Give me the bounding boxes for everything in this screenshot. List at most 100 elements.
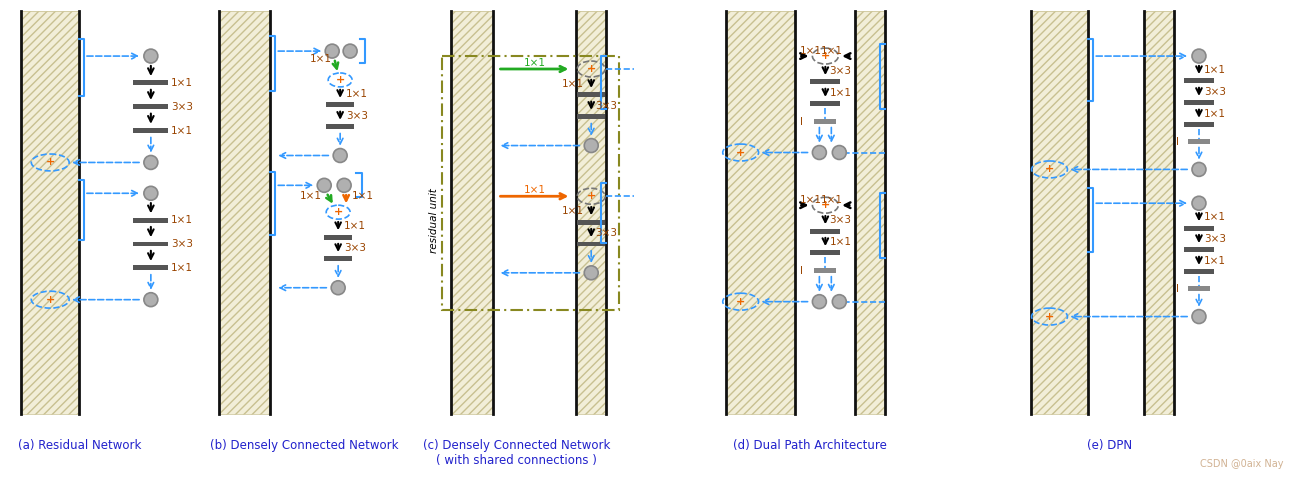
Text: +: + [1045, 164, 1054, 174]
Text: l: l [1175, 137, 1179, 146]
Text: 3×3: 3×3 [346, 111, 368, 121]
Circle shape [337, 178, 351, 192]
Text: 3×3: 3×3 [829, 215, 851, 225]
Text: +: + [333, 207, 342, 217]
Text: 1×1: 1×1 [561, 79, 583, 89]
Circle shape [333, 149, 347, 162]
Bar [133, 265, 168, 270]
Text: 1×1: 1×1 [829, 88, 851, 98]
Text: l: l [801, 117, 804, 127]
Text: 3×3: 3×3 [1204, 87, 1226, 97]
Circle shape [144, 156, 158, 170]
Text: 1×1: 1×1 [561, 206, 583, 216]
Bar [1185, 270, 1214, 274]
Text: +: + [736, 297, 745, 307]
Text: 1×1: 1×1 [820, 195, 842, 205]
Bar [1188, 139, 1210, 144]
Text: 1×1: 1×1 [1204, 256, 1226, 266]
Text: 1×1: 1×1 [1204, 212, 1226, 222]
Text: 1×1: 1×1 [1204, 65, 1226, 75]
Text: 1×1: 1×1 [310, 54, 332, 64]
Text: 1×1: 1×1 [301, 191, 323, 201]
Circle shape [832, 295, 846, 309]
Bar [133, 242, 168, 246]
Bar [1030, 11, 1089, 414]
Bar [810, 101, 840, 106]
Bar [442, 56, 619, 310]
Text: 1×1: 1×1 [829, 237, 851, 247]
Text: CSDN @0aix Nay: CSDN @0aix Nay [1200, 459, 1283, 469]
Circle shape [1192, 196, 1207, 210]
Text: 3×3: 3×3 [171, 239, 193, 249]
Text: 1×1: 1×1 [171, 263, 193, 273]
Circle shape [144, 186, 158, 200]
Text: +: + [45, 157, 54, 168]
Text: 1×1: 1×1 [346, 89, 368, 99]
Circle shape [343, 44, 358, 58]
Circle shape [584, 139, 599, 153]
Text: 1×1: 1×1 [524, 185, 546, 195]
Text: 1×1: 1×1 [820, 46, 842, 56]
Text: +: + [45, 295, 54, 305]
Bar [451, 11, 492, 414]
Bar [327, 124, 354, 129]
Circle shape [332, 281, 345, 295]
Bar [577, 220, 605, 225]
Bar [1144, 11, 1174, 414]
Text: +: + [587, 64, 596, 74]
Bar [133, 218, 168, 223]
Bar [855, 11, 885, 414]
Bar [1185, 78, 1214, 84]
Bar [577, 114, 605, 119]
Text: 1×1: 1×1 [800, 46, 822, 56]
Bar [133, 81, 168, 85]
Bar [1144, 11, 1174, 414]
Bar [21, 11, 79, 414]
Text: +: + [820, 51, 829, 61]
Bar [814, 269, 836, 273]
Bar [133, 104, 168, 109]
Bar [327, 102, 354, 107]
Bar [726, 11, 796, 414]
Text: 1×1: 1×1 [171, 215, 193, 225]
Text: (b) Densely Connected Network: (b) Densely Connected Network [210, 439, 399, 452]
Text: l: l [801, 266, 804, 276]
Bar [577, 92, 605, 98]
Bar [855, 11, 885, 414]
Circle shape [318, 178, 332, 192]
Circle shape [325, 44, 340, 58]
Bar [810, 228, 840, 234]
Text: 3×3: 3×3 [171, 102, 193, 112]
Text: 3×3: 3×3 [595, 101, 617, 111]
Bar [451, 11, 492, 414]
Text: +: + [820, 200, 829, 210]
Bar [219, 11, 271, 414]
Text: (a) Residual Network: (a) Residual Network [18, 439, 141, 452]
Circle shape [144, 49, 158, 63]
Bar [577, 11, 607, 414]
Text: 3×3: 3×3 [829, 66, 851, 76]
Circle shape [813, 295, 827, 309]
Circle shape [832, 145, 846, 159]
Text: 1×1: 1×1 [171, 126, 193, 136]
Bar [810, 251, 840, 256]
Bar [324, 256, 353, 261]
Text: +: + [587, 191, 596, 201]
Bar [1185, 247, 1214, 253]
Bar [219, 11, 271, 414]
Circle shape [813, 145, 827, 159]
Bar [1030, 11, 1089, 414]
Text: (d) Dual Path Architecture: (d) Dual Path Architecture [734, 439, 888, 452]
Text: 1×1: 1×1 [1204, 109, 1226, 119]
Text: l: l [1175, 284, 1179, 294]
Bar [577, 11, 607, 414]
Text: 1×1: 1×1 [353, 191, 375, 201]
Text: 3×3: 3×3 [1204, 234, 1226, 244]
Text: +: + [336, 75, 345, 85]
Circle shape [144, 293, 158, 307]
Bar [726, 11, 796, 414]
Bar [133, 128, 168, 133]
Bar [1185, 226, 1214, 230]
Bar [1185, 100, 1214, 105]
Bar [1188, 286, 1210, 291]
